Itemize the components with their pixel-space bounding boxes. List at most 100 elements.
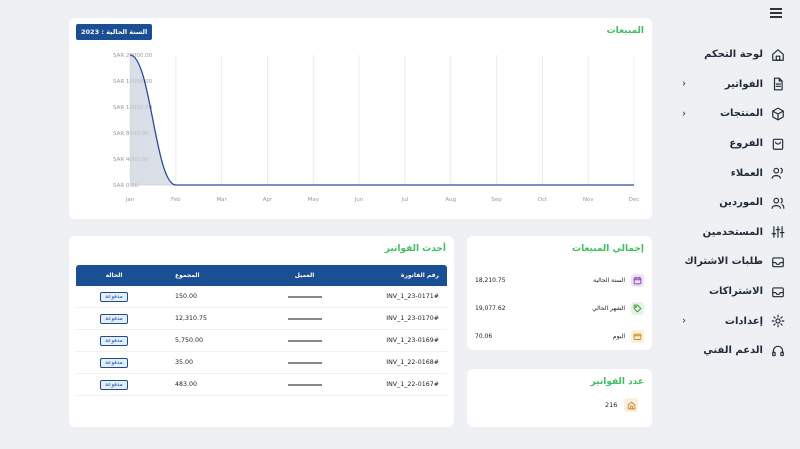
col-number: رقم الفاتورة	[400, 272, 439, 279]
table-row[interactable]: مدفوعة 12,310.75 INV_1_23-0170#	[76, 308, 447, 330]
latest-invoices-card: أحدث الفواتير الحالة المجموع العميل رقم …	[69, 236, 454, 427]
series-line	[129, 54, 634, 186]
sidebar-item-label: العملاء	[730, 167, 763, 179]
total-cell: 5,750.00	[175, 337, 204, 344]
col-client: العميل	[294, 272, 315, 279]
wallet-icon	[631, 329, 644, 343]
sidebar-item-label: إعدادات	[724, 315, 763, 327]
x-tick-label: Jul	[401, 197, 409, 203]
status-badge[interactable]: مدفوعة	[100, 313, 128, 324]
invoice-number-cell[interactable]: INV_1_23-0170#	[386, 315, 439, 322]
sidebar-item-users[interactable]: المستخدمين	[665, 218, 800, 248]
invoice-number-cell[interactable]: INV_1_23-0169#	[386, 337, 439, 344]
box-icon	[771, 107, 785, 121]
client-placeholder	[287, 339, 322, 342]
sidebar-item-customers[interactable]: العملاء	[665, 158, 800, 188]
sidebar-item-dashboard[interactable]: لوحة التحكم	[665, 40, 800, 70]
sidebar-item-subscriptions[interactable]: الاشتراكات	[665, 277, 800, 307]
sidebar-item-invoices[interactable]: › الفواتير	[665, 70, 800, 100]
sidebar-item-label: المنتجات	[719, 108, 763, 120]
sidebar-item-label: الدعم الفني	[703, 345, 763, 357]
status-badge[interactable]: مدفوعة	[100, 335, 128, 346]
col-status: الحالة	[105, 272, 123, 279]
client-cell	[258, 339, 351, 342]
document-icon	[771, 77, 785, 91]
chevron-icon[interactable]: ›	[682, 108, 686, 120]
x-tick-label: Mar	[216, 197, 227, 203]
table-row[interactable]: مدفوعة 35.00 INV_1_22-0168#	[76, 352, 447, 374]
invoice-count-card: عدد الفواتير 216	[467, 369, 652, 427]
sidebar-item-subscription-requests[interactable]: طلبات الاشتراك	[665, 247, 800, 277]
sidebar-item-suppliers[interactable]: الموردين	[665, 188, 800, 218]
store-icon	[771, 137, 785, 151]
sidebar-item-branches[interactable]: الفروع	[665, 129, 800, 159]
invoices-table: الحالة المجموع العميل رقم الفاتورة مدفوع…	[76, 265, 447, 396]
status-cell: مدفوعة	[76, 379, 152, 390]
status-cell: مدفوعة	[76, 313, 152, 324]
sales-card: المبيعات السنة الحالية : 2023 SAR 0.00 SA…	[69, 18, 652, 219]
sidebar: لوحة التحكم › الفواتير › المنتجات الفروع العمل…	[665, 40, 800, 366]
sidebar-item-label: طلبات الاشتراك	[684, 256, 763, 268]
series-area	[130, 55, 634, 185]
client-cell	[258, 317, 351, 320]
invoice-number-cell[interactable]: INV_1_23-0171#	[386, 293, 439, 300]
stat-label: الشهر الحالي	[592, 304, 625, 312]
client-cell	[258, 383, 351, 386]
sidebar-item-settings[interactable]: › إعدادات	[665, 306, 800, 336]
status-badge[interactable]: مدفوعة	[100, 291, 128, 302]
x-tick-label: Jun	[354, 197, 364, 203]
gear-icon	[771, 314, 785, 328]
invoices-table-header: الحالة المجموع العميل رقم الفاتورة	[76, 265, 447, 286]
invoice-count-value: 216	[605, 401, 618, 409]
client-cell	[258, 361, 351, 364]
sidebar-item-support[interactable]: الدعم الفني	[665, 336, 800, 366]
sidebar-item-label: الموردين	[719, 197, 763, 209]
col-total: المجموع	[175, 272, 200, 279]
chevron-icon[interactable]: ›	[682, 78, 686, 90]
x-tick-label: Feb	[171, 197, 181, 203]
sidebar-item-products[interactable]: › المنتجات	[665, 99, 800, 129]
y-tick-label: SAR 0.00	[113, 183, 139, 189]
status-badge[interactable]: مدفوعة	[100, 379, 128, 390]
invoice-count-title: عدد الفواتير	[590, 377, 644, 387]
x-tick-label: Dec	[629, 197, 640, 203]
total-cell: 483.00	[175, 381, 198, 388]
client-placeholder	[287, 317, 322, 320]
menu-toggle-button[interactable]	[770, 8, 782, 18]
stat-row-today: 70.06 اليوم	[475, 326, 644, 346]
table-row[interactable]: مدفوعة 5,750.00 INV_1_23-0169#	[76, 330, 447, 352]
year-badge[interactable]: السنة الحالية : 2023	[76, 24, 153, 40]
sidebar-item-label: المستخدمين	[702, 226, 763, 238]
x-tick-label: Apr	[263, 197, 273, 203]
stat-value: 18,210.75	[475, 276, 506, 284]
x-tick-label: Nov	[583, 197, 594, 203]
total-cell: 12,310.75	[175, 315, 208, 322]
x-tick-label: Oct	[538, 197, 548, 203]
x-tick-label: Sep	[491, 197, 502, 203]
table-row[interactable]: مدفوعة 483.00 INV_1_22-0167#	[76, 374, 447, 396]
stat-label: اليوم	[612, 332, 625, 340]
client-placeholder	[287, 295, 322, 298]
latest-invoices-title: أحدث الفواتير	[384, 244, 446, 254]
x-tick-label: Aug	[445, 197, 456, 203]
sidebar-item-label: الاشتراكات	[708, 286, 763, 298]
invoices-table-body: مدفوعة 150.00 INV_1_23-0171# مدفوعة 12,310.7…	[76, 286, 447, 396]
calendar-icon	[631, 273, 644, 287]
chevron-icon[interactable]: ›	[682, 315, 686, 327]
stat-value: 70.06	[475, 332, 493, 340]
table-row[interactable]: مدفوعة 150.00 INV_1_23-0171#	[76, 286, 447, 308]
invoice-number-cell[interactable]: INV_1_22-0167#	[386, 381, 439, 388]
stat-value: 19,077.62	[475, 304, 506, 312]
status-cell: مدفوعة	[76, 335, 152, 346]
invoice-number-cell[interactable]: INV_1_22-0168#	[386, 359, 439, 366]
inbox-icon	[771, 255, 785, 269]
client-placeholder	[287, 361, 322, 364]
total-sales-title: إجمالي المبيعات	[572, 244, 644, 254]
sidebar-item-label: الفروع	[729, 138, 763, 150]
users-icon	[771, 196, 785, 210]
status-badge[interactable]: مدفوعة	[100, 357, 128, 368]
total-sales-card: إجمالي المبيعات 18,210.75 السنة الحالية 19…	[467, 236, 652, 350]
sales-title: المبيعات	[606, 26, 644, 36]
home-icon	[624, 398, 639, 412]
